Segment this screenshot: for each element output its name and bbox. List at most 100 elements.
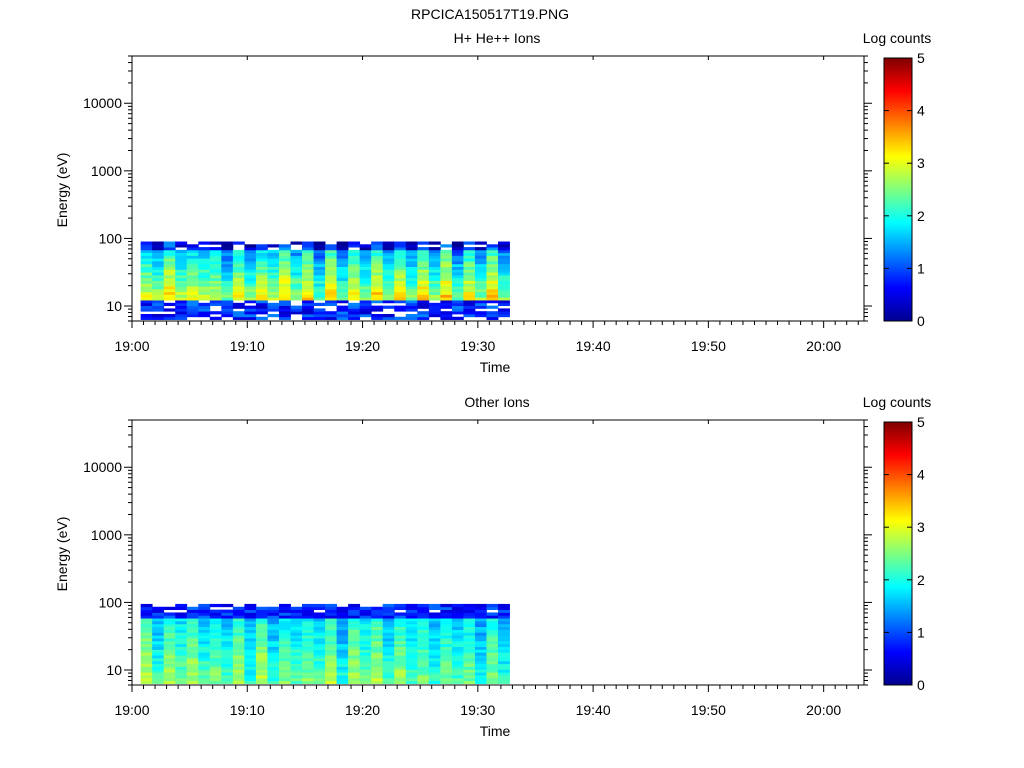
heatmap-cell	[394, 669, 407, 673]
heatmap-cell	[325, 657, 338, 662]
heatmap-cell	[313, 247, 326, 251]
heatmap-cell	[152, 666, 165, 670]
heatmap-cell	[163, 286, 176, 290]
heatmap-cell	[359, 294, 372, 298]
heatmap-cell	[325, 680, 338, 684]
heatmap-cell	[405, 666, 418, 670]
heatmap-cell	[463, 649, 476, 653]
heatmap-cell	[417, 606, 430, 611]
heatmap-cell	[198, 283, 211, 287]
x-tick-label: 19:00	[114, 702, 149, 718]
heatmap-cell	[325, 629, 338, 633]
heatmap-cell	[474, 291, 487, 295]
heatmap-cell	[221, 652, 234, 656]
heatmap-cell	[417, 629, 430, 633]
heatmap-cell	[290, 620, 303, 625]
heatmap-cell	[336, 632, 349, 636]
heatmap-cell	[198, 288, 211, 293]
heatmap-cell	[405, 669, 418, 673]
heatmap-cell	[244, 249, 257, 254]
heatmap-cell	[313, 655, 326, 659]
heatmap-cell	[371, 283, 384, 287]
heatmap-cell	[371, 629, 384, 633]
heatmap-cell	[359, 675, 372, 679]
heatmap-cell	[440, 675, 453, 679]
heatmap-cell	[198, 247, 211, 251]
heatmap-cell	[451, 680, 464, 684]
heatmap-cell	[209, 258, 222, 262]
heatmap-cell	[486, 615, 499, 619]
heatmap-cell	[186, 294, 199, 298]
heatmap-cell	[359, 291, 372, 295]
heatmap-cell	[382, 666, 395, 670]
heatmap-cell	[348, 255, 361, 259]
heatmap-cell	[325, 247, 338, 251]
heatmap-cell	[152, 677, 165, 682]
heatmap-cell	[290, 280, 303, 284]
heatmap-cell	[244, 677, 257, 682]
heatmap-cell	[302, 274, 314, 279]
heatmap-cell	[232, 657, 245, 662]
heatmap-cell	[278, 655, 291, 659]
heatmap-cell	[336, 618, 349, 622]
heatmap-cell	[267, 669, 280, 673]
heatmap-cell	[498, 274, 510, 279]
heatmap-cell	[417, 316, 430, 320]
heatmap-cell	[209, 280, 222, 284]
heatmap-cell	[232, 675, 245, 679]
heatmap-cell	[278, 635, 291, 639]
heatmap-cell	[221, 626, 234, 630]
heatmap-cell	[302, 663, 314, 667]
heatmap-cell	[175, 308, 188, 312]
heatmap-cell	[232, 258, 245, 262]
heatmap-cell	[244, 263, 257, 267]
heatmap-cell	[302, 629, 314, 633]
heatmap-cell	[486, 261, 499, 265]
colorbar-tick-label: 1	[917, 260, 925, 276]
heatmap-cell	[451, 311, 464, 315]
heatmap-cell	[474, 629, 487, 633]
heatmap-cell	[451, 675, 464, 679]
heatmap-cell	[405, 677, 418, 682]
heatmap-cell	[440, 288, 453, 293]
heatmap-cell	[486, 277, 499, 281]
heatmap-cell	[486, 635, 499, 639]
heatmap-cell	[209, 620, 222, 625]
heatmap-cell	[417, 311, 430, 315]
heatmap-cell	[244, 632, 257, 636]
heatmap-cell	[175, 274, 188, 279]
heatmap-cell	[221, 657, 234, 662]
heatmap-cell	[302, 623, 314, 628]
heatmap-cell	[209, 263, 222, 267]
heatmap-cell	[152, 241, 165, 245]
heatmap-cell	[232, 261, 245, 265]
heatmap-cell	[302, 263, 314, 267]
heatmap-cell	[394, 269, 407, 273]
heatmap-cell	[244, 252, 257, 256]
heatmap-cell	[394, 663, 407, 667]
heatmap-cell	[336, 263, 349, 267]
heatmap-cell	[463, 288, 476, 293]
heatmap-cell	[232, 652, 245, 656]
heatmap-cell	[336, 680, 349, 684]
heatmap-cell	[175, 643, 188, 647]
heatmap-cell	[267, 609, 280, 613]
heatmap-cell	[209, 294, 222, 298]
heatmap-cell	[244, 283, 257, 287]
x-tick-label: 19:50	[691, 702, 726, 718]
heatmap-cell	[474, 618, 487, 622]
heatmap-cell	[244, 615, 257, 619]
heatmap-cell	[152, 316, 165, 320]
heatmap-cell	[221, 620, 234, 625]
heatmap-cell	[255, 635, 268, 639]
heatmap-cell	[267, 305, 280, 309]
heatmap-cell	[221, 672, 234, 676]
heatmap-cell	[486, 629, 499, 633]
heatmap-cell	[186, 660, 199, 665]
heatmap-cell	[140, 302, 153, 307]
heatmap-cell	[152, 280, 165, 284]
heatmap-cell	[451, 646, 464, 650]
heatmap-cell	[440, 612, 453, 616]
heatmap-cell	[221, 300, 234, 304]
